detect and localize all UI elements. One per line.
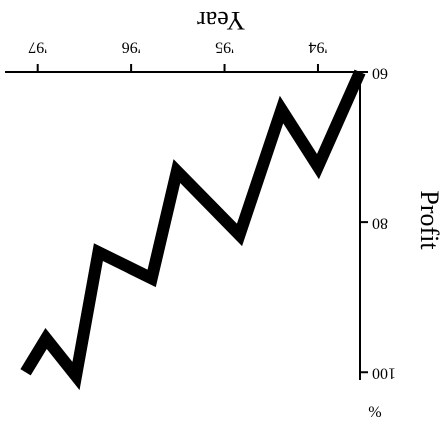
y-tick-label: 60 bbox=[372, 64, 388, 81]
x-axis-title: Year bbox=[197, 6, 245, 35]
data-line bbox=[20, 69, 366, 391]
x-tick-label: '95 bbox=[215, 38, 234, 55]
y-unit: % bbox=[368, 402, 381, 419]
x-tick-label: '97 bbox=[28, 38, 47, 55]
x-tick-label: '96 bbox=[122, 38, 141, 55]
x-tick-label: '94 bbox=[309, 38, 328, 55]
y-tick-label: 100 bbox=[372, 365, 396, 382]
y-axis-title: Profit bbox=[415, 190, 443, 250]
y-tick-label: 80 bbox=[372, 214, 388, 231]
